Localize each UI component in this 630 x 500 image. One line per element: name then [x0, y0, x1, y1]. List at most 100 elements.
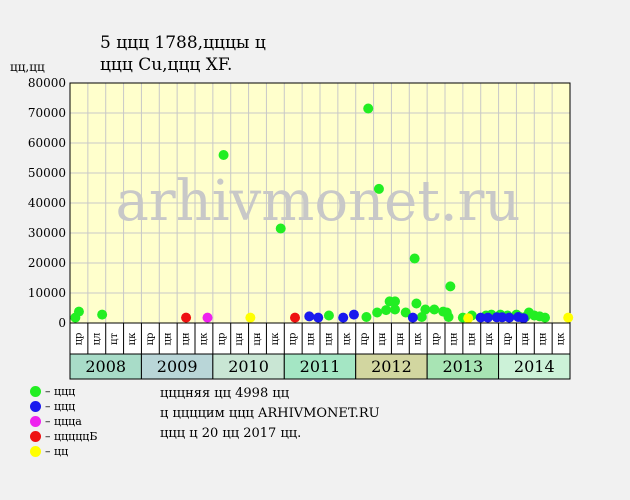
note-line-2: ц ццццим ццц ARHIVMONET.RU [160, 406, 380, 421]
year-label-2013: 2013 [442, 357, 483, 376]
legend-label: – цццццБ [45, 430, 98, 443]
quarter-label-16: цр [359, 333, 370, 346]
watermark: arhivmonet.ru [116, 169, 521, 234]
legend-item-2: – ццца [30, 414, 97, 429]
data-point-0-23 [445, 281, 456, 292]
data-point-0-36 [540, 312, 550, 323]
y-tick-label-6: 60000 [28, 136, 66, 150]
quarter-label-11: цк [270, 332, 281, 345]
year-label-2008: 2008 [85, 357, 126, 376]
legend-dot-icon [30, 446, 41, 457]
data-point-0-13 [390, 304, 400, 315]
data-point-0-12 [390, 296, 400, 307]
year-label-2014: 2014 [514, 357, 555, 376]
legend-dot-icon [30, 401, 41, 412]
data-point-1-4 [407, 312, 418, 323]
year-label-2010: 2010 [228, 357, 269, 376]
quarter-label-7: цк [198, 332, 209, 345]
legend-dot-icon [30, 416, 41, 427]
legend-item-3: – цццццБ [30, 429, 97, 444]
data-point-4-2 [563, 312, 574, 323]
quarter-label-5: цн [163, 332, 174, 345]
quarter-label-3: цк [127, 332, 138, 345]
data-point-2-0 [202, 312, 213, 323]
legend: – ццц – ццц – ццца – цццццБ – цц [30, 384, 97, 459]
quarter-label-25: цн [520, 332, 531, 345]
year-cell-2011 [283, 353, 357, 380]
note-line-1: цццняя цц 4998 цц [160, 386, 290, 401]
legend-item-0: – ццц [30, 384, 97, 399]
quarter-label-21: цн [448, 332, 459, 345]
quarter-label-12: цр [288, 333, 299, 346]
quarter-label-10: цн [252, 332, 263, 345]
legend-label: – ццц [45, 385, 76, 398]
x-axis: цр цл цт цк цр цн цн цк цр цн цн цк цр цн цн цк цр цн цн цк… [69, 322, 571, 380]
quarter-label-20: цр [431, 333, 442, 346]
y-tick-label-5: 50000 [28, 166, 66, 180]
quarter-label-18: цн [395, 332, 406, 345]
quarter-label-8: цр [216, 333, 227, 346]
y-axis-label: цц,цц [10, 60, 45, 74]
y-tick-label-7: 70000 [28, 106, 66, 120]
quarter-label-2: цт [109, 333, 120, 345]
data-point-1-9 [504, 312, 515, 323]
data-point-0-15 [409, 253, 420, 264]
data-point-3-1 [290, 312, 300, 323]
y-tick-label-3: 30000 [28, 226, 66, 240]
year-cell-2008 [69, 353, 142, 380]
quarter-label-9: цн [234, 332, 245, 345]
data-point-0-7 [363, 103, 374, 114]
year-cell-2013 [426, 353, 500, 380]
data-point-0-1 [73, 306, 84, 317]
quarter-label-0: цр [73, 333, 84, 346]
chart-title-line2: ццц Cu,ццц XF. [100, 55, 233, 75]
data-point-0-18 [420, 304, 431, 315]
legend-label: – ццц [45, 400, 76, 413]
data-point-0-4 [275, 223, 286, 234]
data-point-1-8 [497, 312, 508, 323]
quarter-label-4: цр [145, 333, 156, 346]
data-point-0-9 [372, 307, 383, 318]
data-point-1-2 [338, 312, 349, 323]
note-line-3: ццц ц 20 цц 2017 цц. [160, 426, 302, 441]
grid-lines [69, 82, 571, 324]
quarter-label-14: цн [323, 332, 334, 345]
quarter-label-17: цн [377, 332, 388, 345]
data-point-1-6 [482, 312, 493, 323]
quarter-label-26: цн [538, 332, 549, 345]
y-tick-label-8: 80000 [28, 76, 66, 90]
legend-label: – цц [45, 445, 69, 458]
data-point-0-17 [416, 312, 427, 322]
quarter-label-1: цл [91, 333, 102, 346]
quarter-label-22: цн [466, 332, 477, 345]
data-point-4-0 [245, 312, 256, 323]
data-point-1-3 [348, 309, 359, 320]
data-point-0-2 [97, 309, 108, 320]
legend-dot-icon [30, 431, 41, 442]
quarter-label-24: цр [502, 333, 513, 346]
y-tick-label-2: 20000 [28, 256, 66, 270]
legend-item-1: – ццц [30, 399, 97, 414]
legend-label: – ццца [45, 415, 82, 428]
year-cell-2012 [355, 353, 428, 380]
data-points [70, 103, 574, 324]
quarter-label-19: цк [413, 332, 424, 345]
data-point-0-5 [323, 310, 334, 321]
year-label-2011: 2011 [300, 357, 341, 376]
legend-dot-icon [30, 386, 41, 397]
year-cell-2014 [498, 353, 571, 380]
year-label-2012: 2012 [371, 357, 412, 376]
data-point-0-3 [218, 150, 229, 160]
year-label-2009: 2009 [157, 357, 198, 376]
y-tick-label-4: 40000 [28, 196, 66, 210]
quarter-label-15: цк [341, 332, 352, 345]
data-point-1-0 [304, 311, 315, 322]
data-point-1-1 [313, 312, 324, 323]
data-point-0-16 [411, 298, 422, 309]
data-point-0-22 [443, 312, 454, 322]
chart-title: 5 ццц 1788,цццы ц ццц Cu,ццц XF. [100, 32, 266, 76]
data-point-0-14 [400, 307, 411, 318]
chart-title-line1: 5 ццц 1788,цццы ц [100, 33, 266, 53]
quarter-label-6: цн [181, 332, 192, 345]
